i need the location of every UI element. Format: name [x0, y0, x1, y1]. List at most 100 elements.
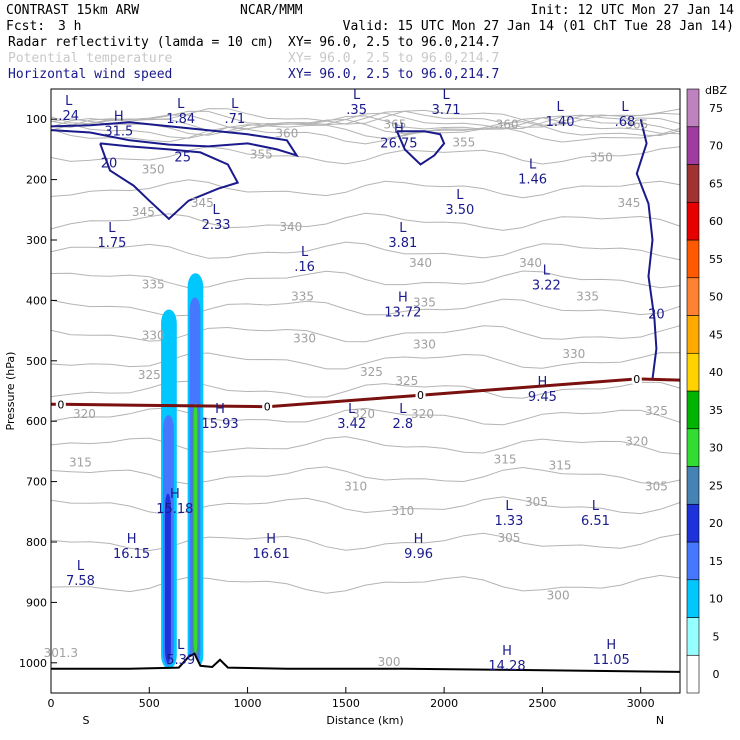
wind-extremum: L3.42	[337, 402, 366, 432]
extremum-type: H	[414, 532, 424, 547]
x-tick-label: 2500	[528, 697, 556, 710]
x-tick-label: 2000	[430, 697, 458, 710]
extremum-type: H	[538, 375, 548, 390]
theta-isoline	[50, 126, 681, 145]
theta-label: 335	[291, 289, 314, 303]
init-time: Init: 12 UTC Mon 27 Jan 14	[531, 3, 735, 18]
extremum-type: L	[353, 88, 361, 103]
theta-label: 310	[344, 480, 367, 494]
extremum-type: L	[529, 158, 537, 173]
colorbar-level-label: 40	[709, 366, 723, 379]
wind-extremum: H14.28	[488, 644, 525, 674]
wind-extremum: H13.72	[384, 290, 421, 320]
colorbar-swatch	[686, 579, 700, 618]
wind-contour-label: 20	[101, 157, 118, 172]
org-label: NCAR/MMM	[240, 3, 303, 18]
theta-isoline	[50, 574, 681, 594]
y-tick-label: 500	[26, 355, 47, 368]
wind-extremum: L.35	[346, 88, 367, 118]
wind-contour	[50, 121, 300, 158]
extremum-value: 11.05	[593, 653, 630, 668]
extremum-value: 16.61	[253, 547, 290, 562]
zero-label-mask	[415, 389, 426, 401]
extremum-type: H	[266, 532, 276, 547]
colorbar-swatch	[686, 428, 700, 467]
valid-time: Valid: 15 UTC Mon 27 Jan 14 (01 ChT Tue …	[343, 19, 734, 34]
extremum-type: L	[177, 638, 185, 653]
extremum-type: L	[621, 100, 629, 115]
zero-label-mask	[55, 398, 66, 410]
extremum-value: 3.22	[532, 278, 561, 293]
theta-label: 325	[395, 374, 418, 388]
wind-extremum: L1.40	[546, 100, 575, 130]
extremum-type: L	[177, 97, 185, 112]
wind-extremum: H16.61	[253, 532, 290, 562]
extremum-type: L	[505, 499, 513, 514]
x-end-label-right: N	[656, 714, 664, 727]
wind-speed-contours: 20 25 20	[50, 118, 665, 380]
wind-extrema-labels: L.24 H31.5L1.84L.71L.35L3.71H26.75L1.40L.…	[58, 88, 635, 674]
theta-label: 365	[625, 117, 648, 131]
extremum-value: 13.72	[384, 305, 421, 320]
x-axis-title: Distance (km)	[326, 714, 403, 727]
theta-isoline	[50, 212, 681, 231]
theta-label: 320	[352, 407, 375, 421]
wind-contour	[396, 130, 446, 166]
wind-extremum: L3.71	[432, 88, 461, 118]
wind-extremum: L3.50	[445, 188, 474, 218]
y-tick-label: 800	[26, 536, 47, 549]
colorbar-swatch	[686, 88, 700, 128]
model-title: CONTRAST 15km ARW	[6, 3, 139, 18]
zero-isotherm-label: 0	[57, 398, 64, 411]
colorbar-level-label: 25	[709, 479, 723, 492]
extremum-type: H	[398, 290, 408, 305]
x-tick-label: 1500	[332, 697, 360, 710]
extremum-value: 7.58	[66, 574, 95, 589]
wind-extremum: L7.58	[66, 559, 95, 589]
x-axis: 0 500 1000 1500 2000 2500 3000	[48, 687, 655, 710]
terrain-line	[51, 652, 681, 673]
wind-extremum: L3.81	[388, 221, 417, 251]
y-tick-label: 900	[26, 596, 47, 609]
colorbar-level-label: 0	[713, 668, 720, 681]
theta-label: 315	[69, 456, 92, 470]
y-tick-label: 600	[26, 415, 47, 428]
extremum-value: 9.96	[404, 547, 433, 562]
theta-isoline	[50, 115, 681, 133]
extremum-type: L	[231, 97, 239, 112]
field-wind-name: Horizontal wind speed	[8, 67, 172, 82]
wind-extremum: L3.22	[532, 263, 561, 293]
wind-extremum: L5.39	[166, 638, 195, 668]
theta-label: 360	[496, 117, 519, 131]
dbz-colorbar: dBZ 0 5 10 15 20 25 30 35 40 45 50 55 60 65 70 75	[686, 84, 727, 694]
theta-label: 360	[275, 126, 298, 140]
extremum-value: .35	[346, 103, 367, 118]
extremum-value: 15.93	[201, 417, 238, 432]
zero-isotherm-label: 0	[417, 389, 424, 402]
extremum-type: L	[77, 559, 85, 574]
theta-label: 345	[132, 205, 155, 219]
wind-extremum: L1.46	[518, 158, 547, 188]
extremum-type: H	[127, 532, 137, 547]
theta-label: 301.3	[44, 646, 78, 660]
theta-label: 355	[452, 135, 475, 149]
extremum-type: L	[592, 499, 600, 514]
theta-isoline	[50, 352, 681, 370]
colorbar-level-label: 5	[713, 630, 720, 643]
colorbar-level-label: 10	[709, 593, 723, 606]
theta-label: 340	[519, 256, 542, 270]
wind-extremum: H15.18	[156, 487, 193, 517]
reflectivity-region	[165, 493, 171, 663]
theta-isoline	[50, 380, 681, 399]
y-axis-title: Pressure (hPa)	[4, 352, 17, 431]
fcst-label: Fcst:	[6, 19, 45, 34]
colorbar-level-label: 45	[709, 328, 723, 341]
theta-label: 335	[576, 289, 599, 303]
x-tick-label: 0	[48, 697, 55, 710]
theta-label: 305	[498, 531, 521, 545]
zero-label-mask	[262, 400, 273, 412]
wind-extremum: L.71	[224, 97, 245, 127]
wind-extremum: L1.84	[166, 97, 195, 127]
extremum-type: H	[394, 121, 404, 136]
